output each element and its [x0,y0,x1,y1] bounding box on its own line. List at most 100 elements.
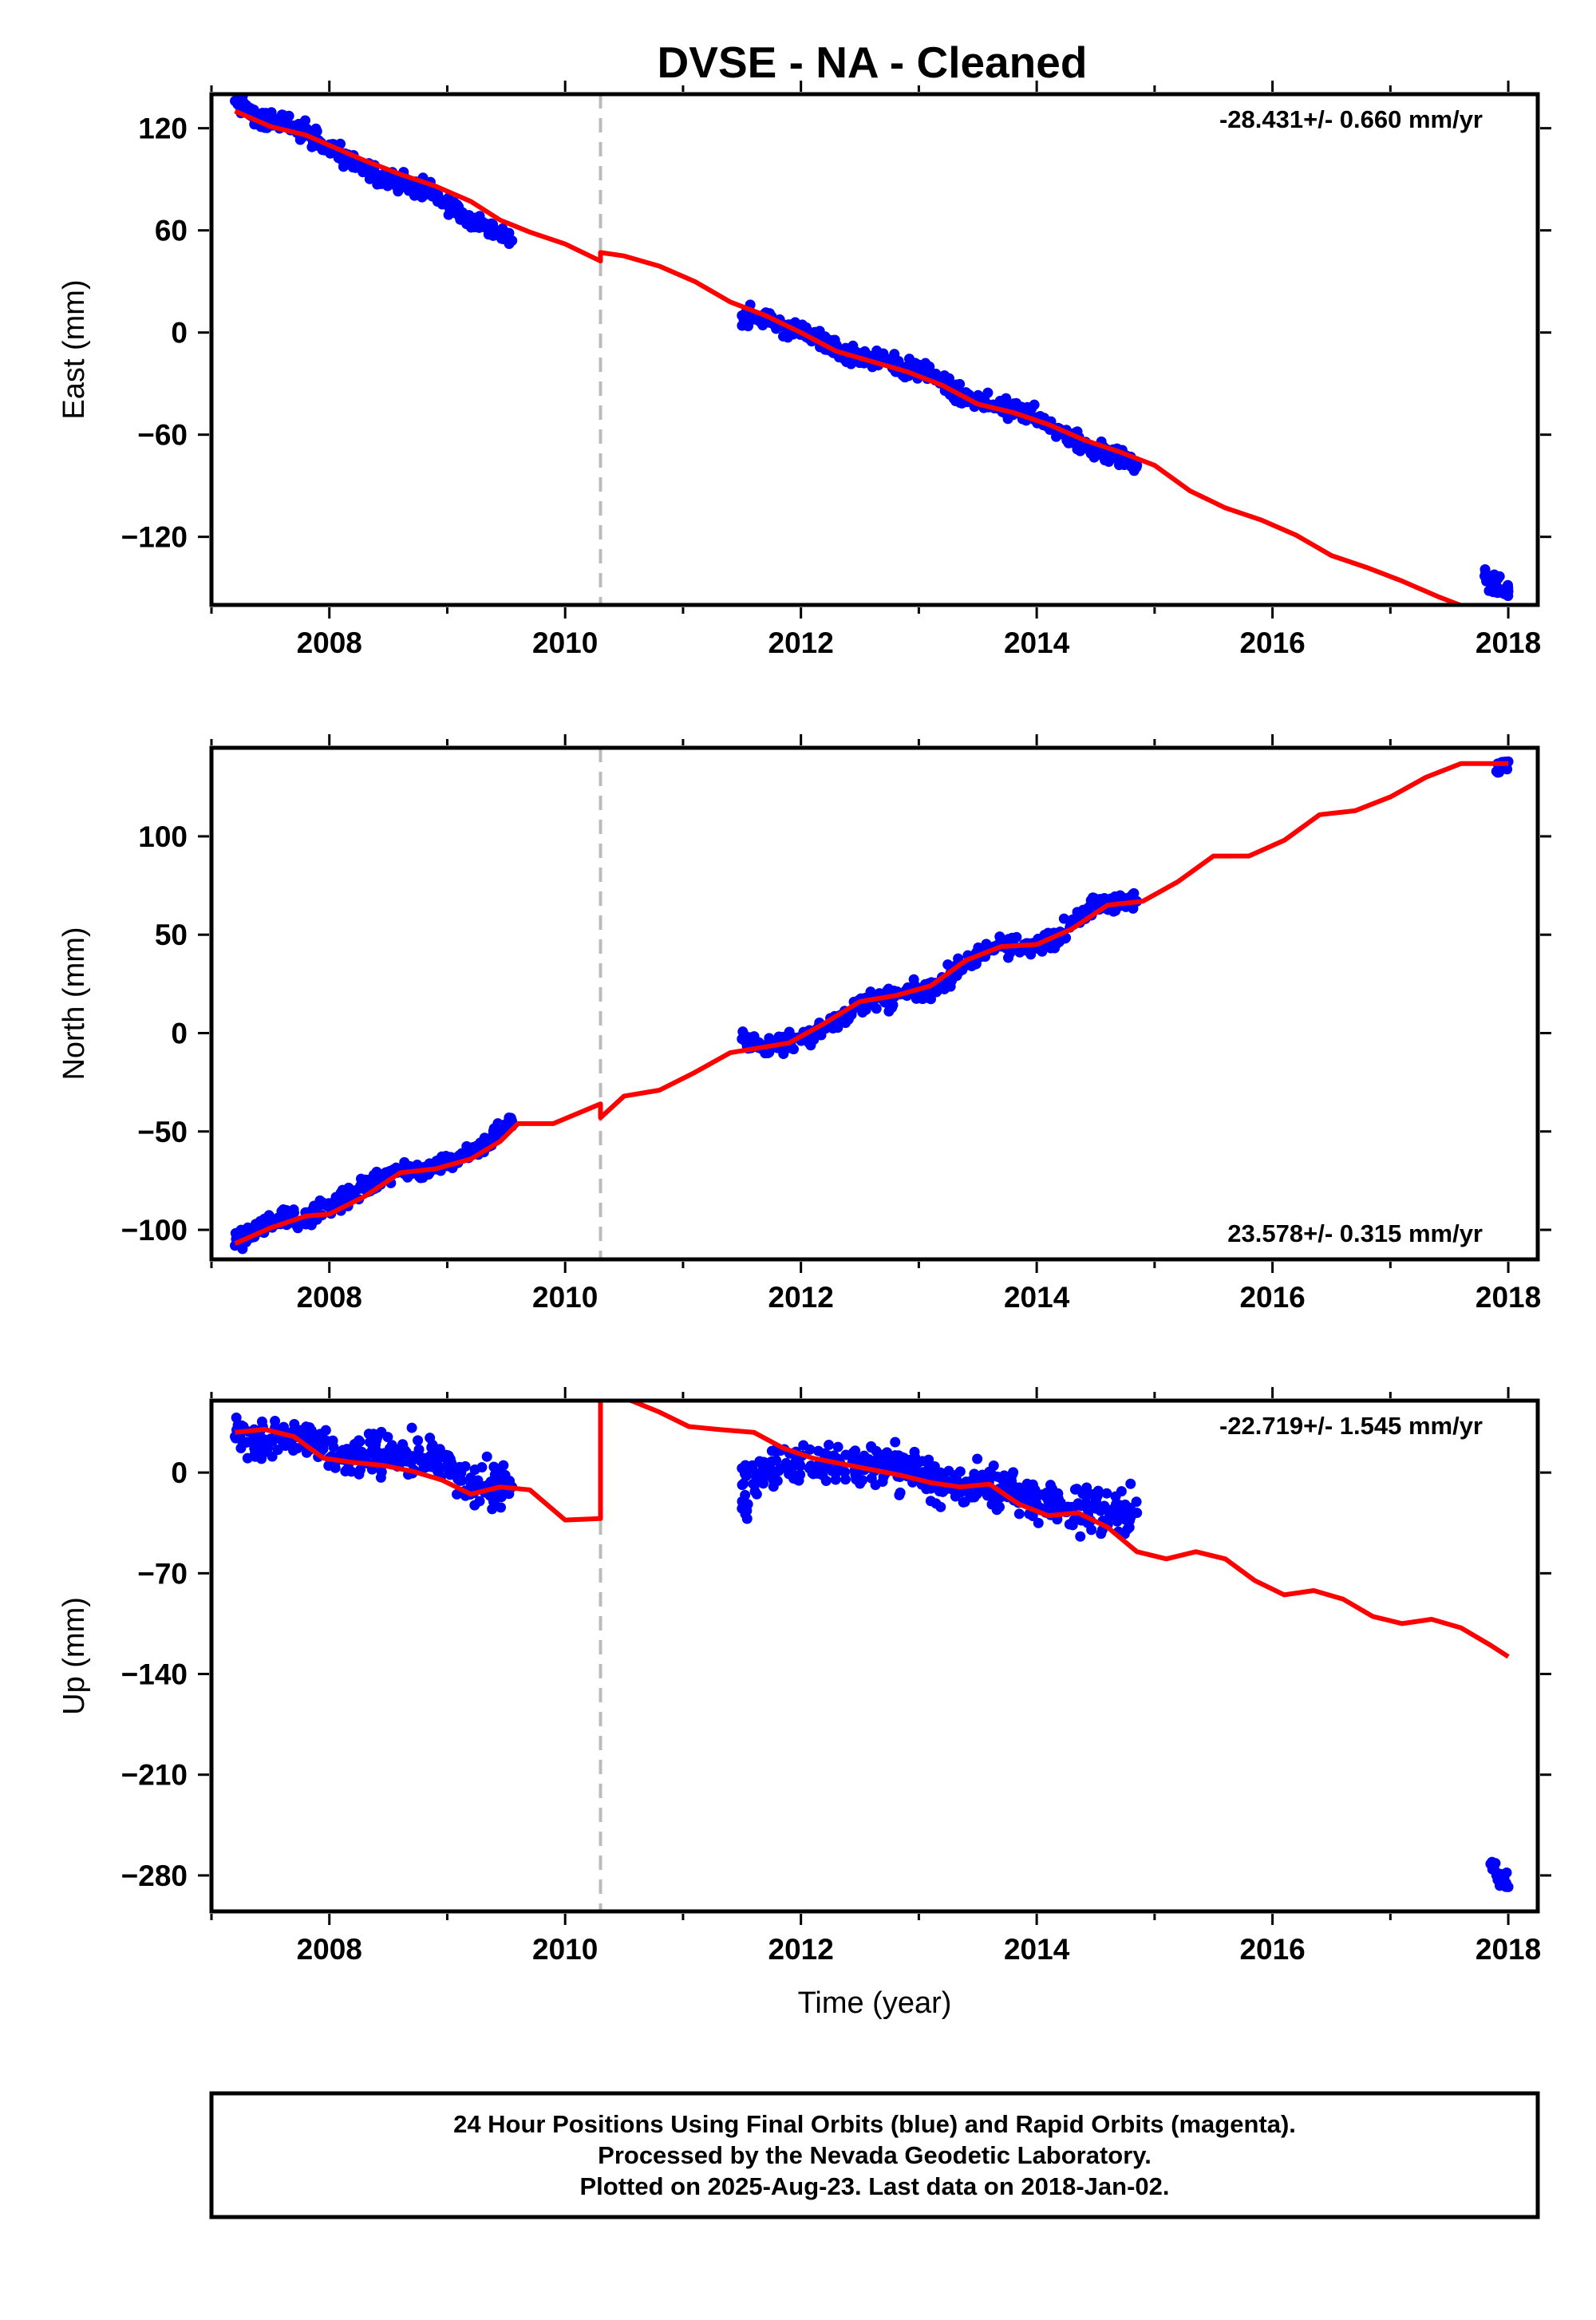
data-point [958,1496,969,1508]
data-point [256,1416,267,1427]
data-point [800,323,812,334]
x-tick-label: 2016 [1239,1281,1305,1314]
data-point [420,1462,431,1473]
data-point [905,361,916,372]
data-point [436,1462,447,1473]
data-point [954,378,966,389]
data-point [491,1492,502,1504]
data-point [335,1188,346,1199]
data-point [272,1445,283,1456]
figure-title: DVSE - NA - Cleaned [658,38,1088,87]
x-tick-label: 2008 [297,1933,362,1966]
x-tick-label: 2012 [768,1281,834,1314]
data-point [882,1447,893,1458]
data-point [372,1432,383,1443]
y-tick-label: −120 [121,521,188,554]
data-point [452,199,463,210]
x-tick-label: 2018 [1476,626,1541,659]
data-point [1058,913,1069,924]
data-point [740,1508,751,1520]
y-tick-label: 0 [171,1017,188,1049]
data-point [984,1466,995,1477]
data-point [413,1444,425,1455]
data-point [795,1469,806,1480]
model-fit-line [234,761,1509,1247]
data-point [997,1474,1008,1485]
data-point [354,1464,365,1476]
plot-area [230,748,1514,1259]
data-point [1131,461,1142,472]
data-point [930,1498,942,1509]
velocity-rate-label: -22.719+/- 1.545 mm/yr [1219,1412,1483,1440]
data-point [429,1447,440,1458]
footer-line-2: Processed by the Nevada Geodetic Laborat… [598,2141,1152,2169]
data-point [1075,1531,1086,1542]
data-point [328,1441,339,1452]
data-series-segment [1485,1856,1514,1892]
data-point [869,1456,880,1468]
data-point [350,162,361,173]
data-point [1502,582,1513,593]
y-axis-label: Up (mm) [57,1597,91,1715]
data-series-segment [737,1489,753,1524]
data-point [477,1136,488,1147]
east-panel: 2008 2010 2012 2014 2016 2018 120 60 0 −60 −120 Eas… [57,81,1551,659]
data-point [751,1468,762,1479]
data-point [341,1464,352,1476]
data-point [1500,1880,1511,1891]
data-point [1503,591,1514,602]
footer-line-3: Plotted on 2025-Aug-23. Last data on 201… [579,2172,1169,2200]
data-point [740,311,751,322]
data-point [1007,1468,1018,1480]
data-point [894,1489,905,1500]
plot-area [230,94,1514,605]
data-point [474,211,485,222]
data-point [1093,895,1104,906]
data-point [403,185,414,196]
y-tick-label: −50 [137,1116,188,1148]
data-point [1025,404,1037,415]
data-point [855,1478,866,1489]
data-point [496,233,508,244]
data-point [1027,1511,1038,1522]
data-point [1033,1517,1044,1528]
x-tick-label: 2010 [532,626,598,659]
plot-frame [209,92,1540,607]
data-point [330,1195,341,1206]
data-point [909,1446,920,1457]
data-point [972,1453,983,1464]
y-tick-label: −100 [121,1214,188,1247]
data-point [1072,907,1083,918]
data-point [376,178,387,189]
data-point [300,1217,311,1228]
y-tick-label: 0 [171,317,188,350]
data-point [372,1449,383,1460]
data-point [267,1436,278,1447]
data-point [1101,1488,1112,1499]
data-point [966,1492,977,1503]
velocity-rate-label: 23.578+/- 0.315 mm/yr [1227,1219,1483,1247]
model-fit-line [235,1401,1510,1659]
data-point [442,196,453,207]
data-point [737,1496,748,1507]
data-point [934,1470,945,1481]
data-point [364,173,375,184]
data-point [866,1472,877,1484]
data-point [1096,1528,1107,1539]
data-point [300,115,311,126]
data-point [442,1452,453,1464]
data-point [917,1456,928,1467]
data-point [444,1468,455,1479]
data-point [991,1504,1002,1516]
data-point [1067,1520,1078,1531]
data-point [314,1437,325,1448]
x-tick-label: 2010 [532,1281,598,1314]
data-point [926,986,937,998]
data-point [469,1464,480,1476]
data-point [481,1451,492,1462]
data-point [896,1452,907,1463]
y-tick-label: 100 [138,820,188,853]
x-axis-label: Time (year) [798,1986,952,2020]
data-point [791,1453,802,1464]
data-point [330,1462,341,1473]
